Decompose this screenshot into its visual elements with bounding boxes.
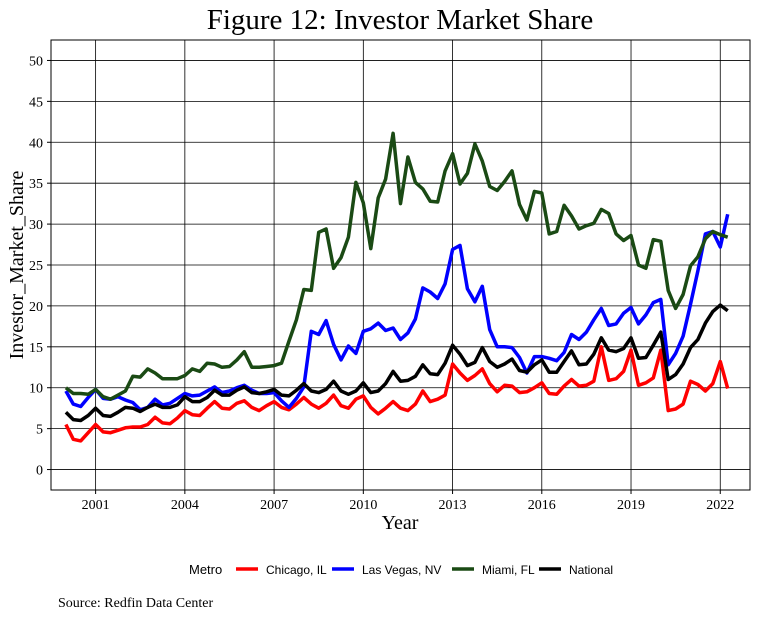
x-tick-label: 2007 (260, 498, 288, 513)
x-tick-label: 2010 (349, 498, 377, 513)
legend-label-national: National (569, 563, 613, 577)
x-tick-label: 2019 (617, 498, 645, 513)
grid-lines (51, 40, 750, 490)
x-axis-title: Year (382, 512, 419, 534)
caption: Source: Redfin Data Center (58, 596, 213, 611)
legend-label-las-vegas-nv: Las Vegas, NV (362, 563, 441, 577)
x-tick-label: 2013 (439, 498, 467, 513)
series-line-las-vegas-nv (64, 213, 730, 412)
series-line-miami-fl (64, 131, 729, 401)
x-tick-label: 2016 (528, 498, 556, 513)
y-axis: 0 5 10 15 20 25 30 35 40 45 50 (29, 54, 51, 479)
chart-title: Figure 12: Investor Market Share (207, 4, 594, 36)
legend-label-miami-fl: Miami, FL (482, 563, 535, 577)
y-tick-label: 30 (29, 218, 43, 233)
x-axis: 2001 2004 2007 2010 2013 2016 2019 2022 (82, 490, 734, 513)
y-tick-label: 50 (29, 54, 43, 69)
y-axis-title: Investor_Market_Share (6, 170, 28, 359)
x-tick-label: 2004 (171, 498, 199, 513)
series-line-chicago-il (64, 345, 730, 443)
y-tick-label: 0 (36, 464, 43, 479)
series-layer (64, 131, 730, 443)
y-tick-label: 35 (29, 177, 43, 192)
y-tick-label: 10 (29, 382, 43, 397)
y-tick-label: 40 (29, 136, 43, 151)
x-tick-label: 2001 (82, 498, 110, 513)
y-tick-label: 25 (29, 259, 43, 274)
legend: Metro Chicago, IL Las Vegas, NV Miami, FL N… (189, 562, 613, 577)
y-tick-label: 45 (29, 95, 43, 110)
x-tick-label: 2022 (706, 498, 734, 513)
y-tick-label: 15 (29, 341, 43, 356)
y-tick-label: 20 (29, 300, 43, 315)
legend-title: Metro (189, 562, 222, 577)
y-tick-label: 5 (36, 423, 43, 438)
series-line-national (64, 303, 729, 423)
legend-label-chicago-il: Chicago, IL (266, 563, 327, 577)
